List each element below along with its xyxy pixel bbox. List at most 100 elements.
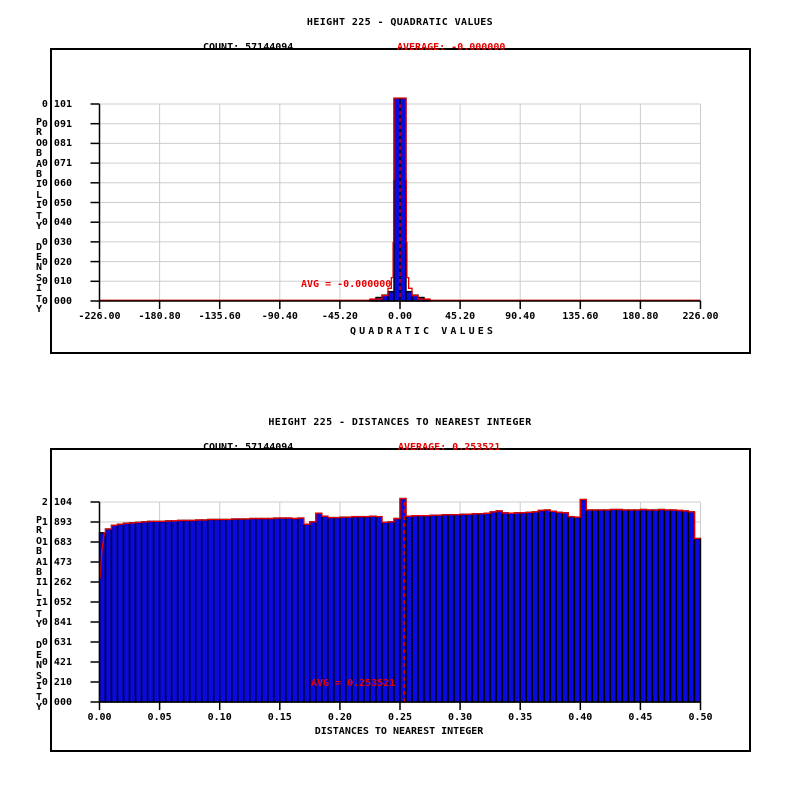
y-tick-label: 0.081	[41, 138, 72, 150]
y-axis-title-char: T	[35, 691, 43, 703]
histogram-bar	[615, 508, 624, 703]
histogram-bar	[327, 516, 335, 703]
y-axis-title-char: B	[35, 566, 43, 578]
y-axis-title-char: O	[35, 137, 43, 149]
y-axis-title-char: T	[35, 210, 43, 222]
density-curve	[99, 497, 701, 579]
y-axis-title-char: R	[35, 525, 43, 537]
histogram-bar	[543, 509, 551, 703]
histogram-bar	[194, 519, 203, 703]
x-tick-label: 90.40	[505, 311, 536, 322]
x-tick-label: -135.60	[198, 311, 241, 322]
histogram-bar	[621, 509, 630, 703]
y-axis-title-char: Y	[35, 618, 43, 630]
histogram-bar	[585, 509, 594, 703]
y-axis-title-char: T	[35, 293, 43, 305]
histogram-bar	[609, 508, 618, 703]
y-tick-label: 1.473	[41, 557, 72, 568]
x-tick-label: -45.20	[321, 311, 358, 322]
histogram-bar	[146, 520, 155, 703]
histogram-bar	[243, 518, 251, 703]
histogram-bar	[399, 97, 407, 302]
y-axis-title-char: B	[35, 168, 43, 180]
histogram-bar	[579, 498, 588, 703]
histogram-bar	[441, 514, 449, 703]
x-tick-label: 0.10	[207, 712, 232, 723]
average-label: AVERAGE: -0.000000	[397, 42, 506, 53]
histogram-bar	[164, 520, 173, 703]
y-tick-label: 0.000	[41, 296, 72, 307]
density-curve	[99, 97, 701, 301]
histogram-bar	[357, 515, 365, 703]
histogram-bar	[212, 518, 221, 703]
y-axis-title-char: Y	[35, 220, 43, 232]
histogram-bar	[435, 514, 443, 703]
histogram-bar	[561, 512, 569, 703]
y-axis-title-char: N	[35, 660, 43, 672]
y-axis-title-char: I	[35, 200, 43, 212]
histogram-bar	[393, 517, 401, 703]
y-axis-title-char: D	[35, 241, 43, 253]
histogram-bar	[567, 515, 575, 703]
histogram-bar	[387, 290, 395, 302]
histogram-bar	[483, 512, 491, 703]
y-tick-label: 0.071	[41, 158, 72, 170]
histogram-bar	[447, 514, 455, 703]
y-axis-title-char: I	[35, 179, 43, 191]
x-tick-label: 226.00	[682, 311, 719, 322]
histogram-bar	[345, 516, 353, 703]
y-tick-label: 0.020	[41, 256, 72, 268]
y-axis-title-char: L	[35, 587, 43, 599]
y-axis-title-char: I	[35, 598, 43, 610]
x-tick-label: 0.30	[448, 712, 473, 723]
x-tick-label: 0.05	[147, 712, 172, 723]
y-axis-title-char: L	[35, 189, 43, 201]
histogram-bar	[375, 515, 383, 703]
histogram-bar	[477, 513, 485, 703]
histogram-bar	[369, 515, 377, 703]
plot-area	[90, 97, 702, 309]
y-axis-title-char: E	[35, 252, 43, 264]
histogram-bar	[110, 524, 119, 703]
histogram-bar	[363, 515, 371, 703]
histogram-bar	[531, 511, 539, 703]
y-axis-title-char: R	[35, 127, 43, 139]
histogram-bar	[429, 514, 437, 703]
histogram-bar	[465, 513, 473, 703]
histogram-bar	[519, 512, 527, 703]
histogram-bar	[471, 513, 479, 703]
histogram-bar	[663, 509, 672, 703]
y-tick-label: 0.841	[41, 617, 72, 628]
histogram-bar	[303, 523, 311, 703]
y-tick-label: 0.060	[41, 177, 72, 189]
y-tick-label: 0.421	[41, 657, 72, 668]
histogram-bar	[176, 519, 185, 703]
histogram-bar	[188, 519, 197, 703]
histogram-bar	[225, 518, 233, 703]
y-axis-title-char: B	[35, 148, 43, 160]
histogram-bar	[218, 518, 227, 703]
histogram-bar	[393, 97, 401, 302]
histogram-bar	[657, 508, 666, 703]
histogram-bar	[134, 521, 143, 703]
histogram-bar	[405, 515, 413, 703]
x-tick-label: 0.20	[327, 712, 352, 723]
average-label: AVERAGE: 0.253521	[398, 442, 501, 453]
y-axis-title-char: O	[35, 535, 43, 547]
histogram-bar	[98, 532, 107, 703]
histogram-bar	[140, 521, 149, 703]
histogram-bar	[459, 513, 467, 703]
histogram-bar	[321, 515, 329, 703]
histogram-bar	[507, 512, 515, 703]
histogram-bar	[423, 514, 431, 703]
histogram-bar	[501, 512, 509, 703]
y-axis-title-char: S	[35, 670, 43, 682]
histogram-bar	[231, 518, 239, 703]
histogram-bar	[555, 511, 563, 703]
x-tick-label: -90.40	[261, 311, 298, 322]
histogram-bar	[297, 517, 305, 703]
histogram-bar	[627, 509, 636, 703]
y-tick-label: 2.104	[41, 497, 72, 508]
